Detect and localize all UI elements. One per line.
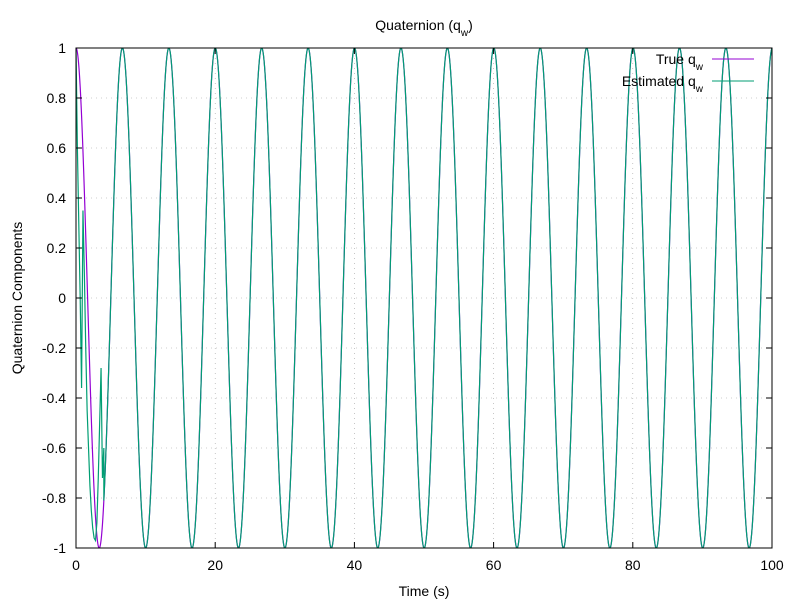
axis-ticks: 0 20 40 60 80 100 -1 -0.8 -0.6 -0.4 -0.2 0 0.2 0.4 0.6…: [42, 40, 784, 573]
y-tick-label: 1: [58, 40, 66, 56]
legend: True qw Estimated qw: [622, 51, 754, 95]
chart-title-main: Quaternion (q: [375, 17, 461, 33]
y-tick-label: 0.4: [47, 190, 67, 206]
plot-area: [76, 48, 772, 548]
y-axis-title: Quaternion Components: [9, 222, 25, 375]
x-tick-label: 0: [72, 557, 80, 573]
x-tick-label: 100: [760, 557, 784, 573]
y-tick-label: 0.8: [47, 90, 67, 106]
chart-title-subscript: w: [460, 28, 469, 39]
legend-label-true-main: True q: [656, 51, 696, 67]
chart-title: Quaternion (qw): [375, 17, 473, 39]
x-axis-title: Time (s): [399, 583, 450, 599]
y-tick-label: -1: [54, 540, 67, 556]
legend-label-estimated-qw: Estimated qw: [622, 73, 704, 95]
y-tick-label: 0.2: [47, 240, 67, 256]
legend-label-estimated-main: Estimated q: [622, 73, 696, 89]
series-estimated-qw-line: [76, 48, 772, 548]
x-tick-label: 20: [207, 557, 223, 573]
legend-label-estimated-subscript: w: [695, 84, 704, 95]
y-tick-label: 0.6: [47, 140, 67, 156]
x-tick-label: 40: [347, 557, 363, 573]
y-tick-label: -0.4: [42, 390, 66, 406]
legend-label-true-qw: True qw: [656, 51, 704, 73]
grid: [76, 48, 772, 548]
y-tick-label: 0: [58, 290, 66, 306]
legend-label-true-subscript: w: [695, 62, 704, 73]
x-tick-label: 80: [625, 557, 641, 573]
y-tick-label: -0.6: [42, 440, 66, 456]
y-tick-label: -0.8: [42, 490, 66, 506]
x-tick-label: 60: [486, 557, 502, 573]
y-tick-label: -0.2: [42, 340, 66, 356]
chart-title-tail: ): [468, 17, 473, 33]
